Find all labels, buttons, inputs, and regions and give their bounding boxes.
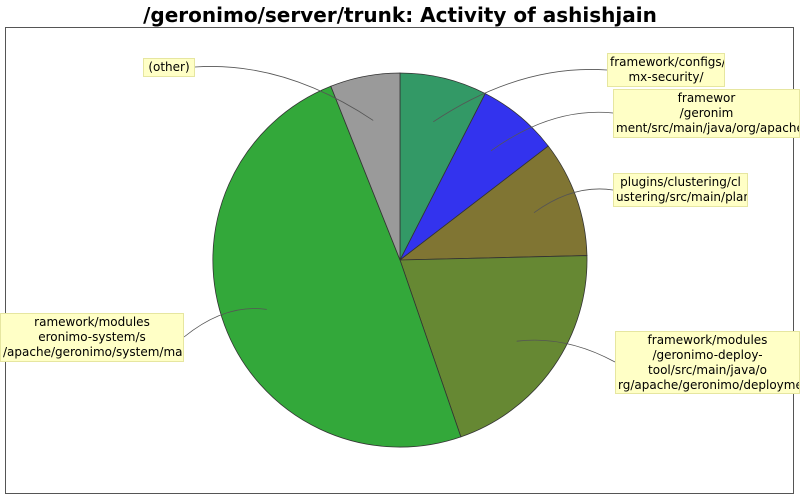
slice-label: framework/modules/geronimo-deploy-tool/s…: [615, 331, 800, 394]
pie-slice: [399, 255, 588, 438]
slice-label-line: plugins/clustering/cl: [620, 175, 741, 189]
leader-line: [194, 66, 374, 121]
slice-label-line: /geronim: [679, 106, 734, 120]
slice-label-line: ustering/src/main/plan/: [616, 190, 748, 204]
leader-line: [183, 308, 267, 338]
pie-slice: [398, 145, 588, 261]
slice-label-line: framework/modules: [647, 333, 768, 347]
slice-label: framework/configs/j mx-security/: [607, 53, 725, 87]
pie-slice: [330, 72, 401, 261]
slice-label: ramework/modules eronimo-system/s/apache/…: [0, 313, 184, 362]
slice-label: (other): [143, 58, 195, 77]
slice-label-line: mx-security/: [628, 70, 704, 84]
slice-label: framewor/geronim ment/src/main/java/org/a…: [613, 89, 800, 138]
slice-label-line: /apache/geronimo/system/main/: [3, 345, 184, 359]
slice-label-line: framewor: [677, 91, 736, 105]
slice-label-line: framework/configs/j: [610, 55, 725, 69]
slice-label-line: tool/src/main/java/o: [648, 363, 767, 377]
slice-label-line: rg/apache/geronimo/deployment: [618, 378, 800, 392]
pie-slice: [212, 85, 462, 448]
slice-label-line: ramework/modules: [34, 315, 150, 329]
slice-label-line: (other): [148, 60, 190, 74]
leader-line: [433, 69, 608, 123]
slice-label-line: ment/src/main/java/org/apache/g: [616, 121, 800, 135]
slice-label-line: /geronimo-deploy-: [652, 348, 763, 362]
leader-line: [490, 111, 614, 152]
leader-line: [533, 188, 614, 214]
slice-label: plugins/clustering/cl ustering/src/main/p…: [613, 173, 748, 207]
plot-area: [5, 27, 794, 494]
slice-label-line: eronimo-system/s: [38, 330, 146, 344]
leader-line: [516, 339, 616, 363]
chart-title: /geronimo/server/trunk: Activity of ashi…: [143, 3, 657, 27]
